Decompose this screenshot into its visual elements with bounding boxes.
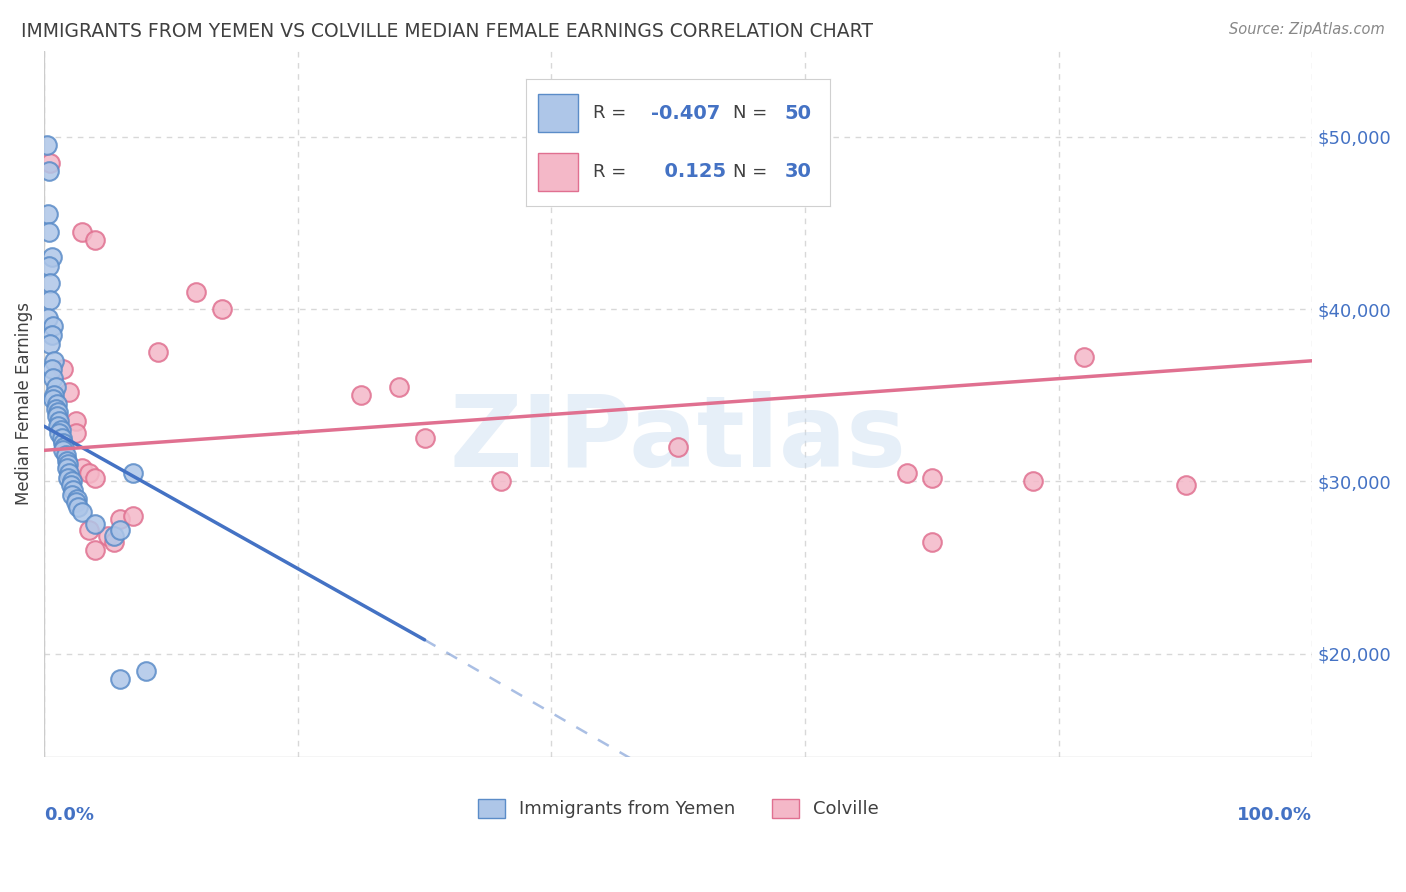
Point <box>38 259 60 273</box>
Text: IMMIGRANTS FROM YEMEN VS COLVILLE MEDIAN FEMALE EARNINGS CORRELATION CHART: IMMIGRANTS FROM YEMEN VS COLVILLE MEDIAN… <box>21 22 873 41</box>
Point <box>41 327 63 342</box>
Point <box>52 443 75 458</box>
Point <box>67 500 90 515</box>
Point <box>666 440 689 454</box>
Point <box>53 440 76 454</box>
Point <box>70 460 93 475</box>
Point <box>65 495 87 509</box>
Point <box>489 475 512 489</box>
Point <box>55 449 77 463</box>
Point <box>38 225 60 239</box>
Point <box>39 155 62 169</box>
Point <box>45 409 67 423</box>
Point <box>413 431 436 445</box>
Point <box>122 466 145 480</box>
Point <box>921 534 943 549</box>
Point <box>44 353 66 368</box>
Point <box>77 523 100 537</box>
Point <box>42 392 65 406</box>
Point <box>46 419 69 434</box>
Point <box>56 460 79 475</box>
Point <box>59 477 82 491</box>
Point <box>44 379 66 393</box>
Point <box>103 534 125 549</box>
Point <box>77 466 100 480</box>
Point <box>65 414 87 428</box>
Point <box>1022 475 1045 489</box>
Point <box>83 233 105 247</box>
Point <box>39 293 62 308</box>
Point <box>108 673 131 687</box>
Point <box>135 664 157 678</box>
Point <box>388 379 411 393</box>
Point <box>70 225 93 239</box>
Point <box>38 164 60 178</box>
Point <box>41 362 63 376</box>
Point <box>48 414 70 428</box>
Point <box>211 301 233 316</box>
Point <box>58 457 80 471</box>
Point <box>56 453 79 467</box>
Point <box>58 384 80 399</box>
Point <box>44 388 66 402</box>
Point <box>65 426 87 441</box>
Point <box>186 285 208 299</box>
Point <box>46 405 69 419</box>
Point <box>108 512 131 526</box>
Point <box>96 529 118 543</box>
Point <box>37 310 59 325</box>
Text: ZIPatlas: ZIPatlas <box>450 391 907 488</box>
Point <box>1073 351 1095 365</box>
Point <box>39 277 62 291</box>
Point <box>350 388 373 402</box>
Point <box>83 471 105 485</box>
Point <box>42 319 65 334</box>
Point <box>66 491 89 506</box>
Text: 0.0%: 0.0% <box>44 806 94 824</box>
Point <box>58 471 80 485</box>
Point <box>42 371 65 385</box>
Point <box>41 251 63 265</box>
Point <box>35 138 58 153</box>
Point <box>52 436 75 450</box>
Point <box>83 543 105 558</box>
Point <box>39 336 62 351</box>
Text: 100.0%: 100.0% <box>1237 806 1312 824</box>
Point <box>37 207 59 221</box>
Point <box>62 483 84 497</box>
Legend: Immigrants from Yemen, Colville: Immigrants from Yemen, Colville <box>471 792 886 826</box>
Point <box>51 431 73 445</box>
Y-axis label: Median Female Earnings: Median Female Earnings <box>15 302 32 505</box>
Point <box>45 397 67 411</box>
Point <box>52 362 75 376</box>
Point <box>83 517 105 532</box>
Point <box>49 423 72 437</box>
Point <box>103 529 125 543</box>
Point <box>1174 477 1197 491</box>
Point <box>58 466 80 480</box>
Point <box>48 426 70 441</box>
Point <box>60 488 83 502</box>
Point <box>122 508 145 523</box>
Point <box>921 471 943 485</box>
Point <box>70 505 93 519</box>
Point <box>60 475 83 489</box>
Text: Source: ZipAtlas.com: Source: ZipAtlas.com <box>1229 22 1385 37</box>
Point <box>108 523 131 537</box>
Point <box>44 402 66 417</box>
Point <box>896 466 918 480</box>
Point <box>148 345 170 359</box>
